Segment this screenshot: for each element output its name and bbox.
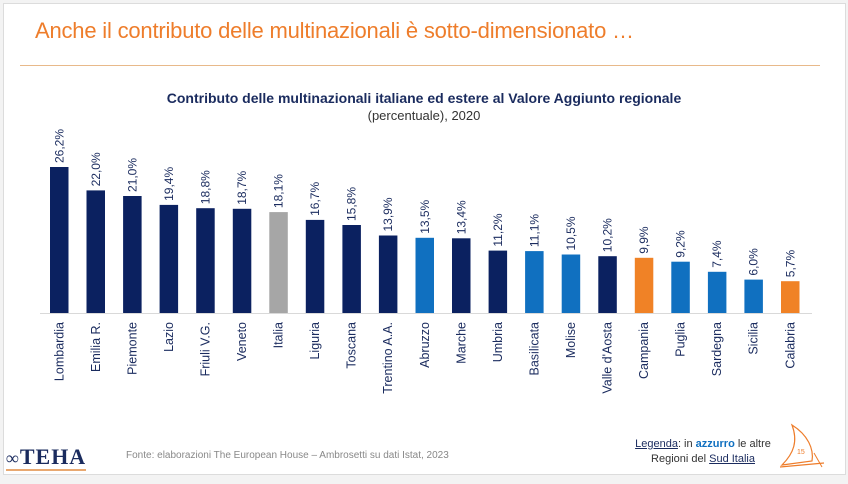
category-label: Friuli V.G.: [198, 322, 212, 376]
category-label: Lombardia: [52, 322, 66, 381]
category-label: Marche: [454, 322, 468, 364]
bar-friuli-v-g-: [196, 208, 215, 313]
value-label: 15,8%: [345, 187, 359, 221]
teha-logo: ∞TEHA: [6, 444, 87, 471]
value-label: 21,0%: [125, 158, 139, 192]
value-label: 16,7%: [308, 182, 322, 216]
bar-veneto: [232, 208, 252, 313]
category-label: Trentino A.A.: [381, 322, 395, 394]
category-label: Piemonte: [125, 322, 139, 375]
category-label: Umbria: [491, 322, 505, 362]
category-label: Lazio: [162, 322, 176, 352]
legend-prefix: Legenda: [635, 438, 678, 450]
bar-lazio: [159, 204, 179, 313]
value-label: 6,0%: [747, 248, 761, 276]
category-label: Sicilia: [747, 322, 761, 355]
bar-umbria: [488, 250, 508, 313]
logo-icon: ∞: [6, 448, 20, 468]
chart-title: Contributo delle multinazionali italiane…: [166, 90, 682, 106]
legend-accent: azzurro: [695, 438, 735, 450]
slide-title: Anche il contributo delle multinazionali…: [35, 18, 634, 43]
value-label: 13,9%: [381, 197, 395, 231]
category-label: Liguria: [308, 322, 322, 360]
legend-suffix: le altre: [734, 438, 771, 450]
bar-emilia-r-: [86, 190, 105, 313]
sail-icon: [779, 423, 825, 468]
legend-note: Legenda: in azzurro le altre Regioni del…: [618, 437, 788, 467]
value-label: 11,2%: [491, 213, 505, 246]
bar-italia: [269, 212, 288, 313]
bar-marche: [452, 238, 471, 313]
bar-puglia: [671, 261, 690, 313]
category-label: Valle d'Aosta: [601, 322, 615, 394]
bar-calabria: [781, 281, 800, 313]
bar-sicilia: [744, 279, 763, 313]
value-label: 18,8%: [198, 170, 212, 204]
category-label: Calabria: [783, 322, 797, 369]
category-label: Toscana: [345, 322, 359, 369]
bar-liguria: [305, 219, 325, 313]
value-label: 19,4%: [162, 167, 176, 201]
category-label: Italia: [272, 322, 286, 348]
bar-basilicata: [525, 251, 544, 313]
category-label: Emilia R.: [89, 322, 103, 372]
legend-line2-underlined: Sud Italia: [709, 453, 755, 465]
page-number: 15: [797, 449, 805, 456]
category-label: Basilicata: [527, 322, 541, 376]
category-label: Puglia: [674, 322, 688, 357]
value-label: 18,1%: [272, 174, 286, 208]
value-label: 7,4%: [710, 240, 724, 268]
value-label: 13,4%: [454, 200, 468, 234]
category-label: Campania: [637, 322, 651, 379]
value-label: 13,5%: [418, 199, 432, 233]
category-label: Abruzzo: [418, 322, 432, 368]
value-label: 18,7%: [235, 170, 249, 204]
bar-campania: [634, 257, 654, 313]
category-label: Veneto: [235, 322, 249, 361]
legend-mid: : in: [677, 438, 696, 450]
value-label: 26,2%: [52, 129, 66, 163]
legend-line2: Regioni del: [651, 453, 710, 465]
value-label: 10,5%: [564, 216, 578, 250]
value-label: 11,1%: [527, 214, 541, 247]
value-label: 9,2%: [674, 230, 688, 258]
chart-subtitle: (percentuale), 2020: [367, 108, 481, 123]
bar-lombardia: [50, 167, 69, 313]
bar-molise: [561, 254, 581, 313]
bar-trentino-a-a-: [378, 235, 398, 313]
value-label: 9,9%: [637, 226, 651, 254]
value-label: 10,2%: [601, 218, 615, 252]
category-label: Sardegna: [710, 322, 724, 376]
bar-toscana: [342, 225, 361, 313]
value-label: 5,7%: [783, 250, 797, 278]
bar-piemonte: [123, 196, 142, 313]
value-label: 22,0%: [89, 152, 103, 186]
title-divider: [20, 65, 820, 66]
bar-abruzzo: [415, 237, 434, 313]
source-note: Fonte: elaborazioni The European House –…: [126, 450, 449, 461]
bar-sardegna: [707, 271, 727, 313]
category-label: Molise: [564, 322, 578, 358]
bar-valle-d-aosta: [598, 256, 617, 313]
